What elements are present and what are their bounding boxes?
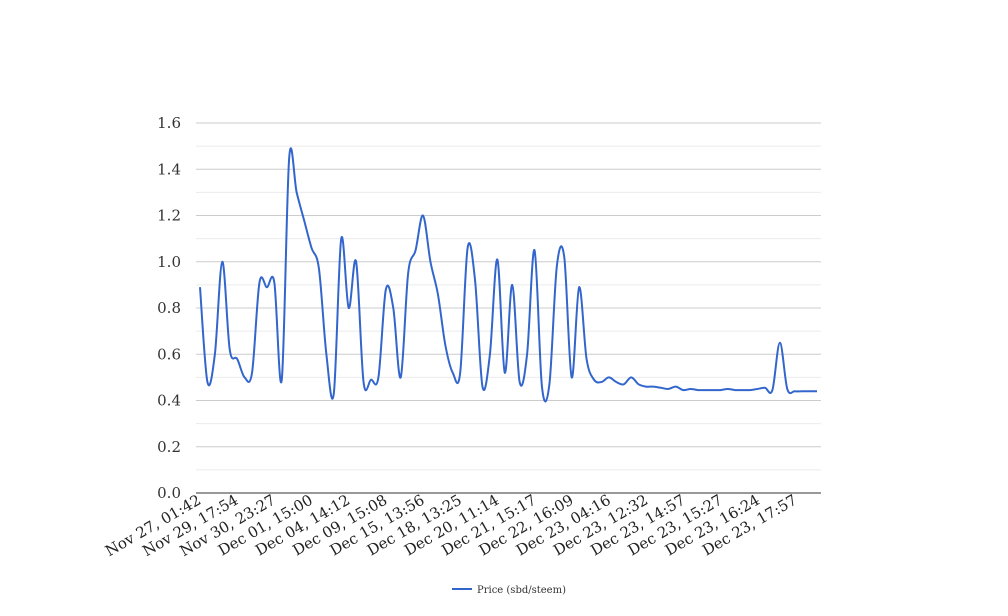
series-line <box>199 147 817 403</box>
y-tick-label: 1.6 <box>157 114 181 132</box>
y-tick-label: 0.0 <box>157 484 181 502</box>
y-tick-label: 1.0 <box>157 253 181 271</box>
series-group <box>199 147 817 403</box>
y-tick-label: 0.8 <box>157 299 181 317</box>
gridlines <box>196 122 821 471</box>
y-tick-label: 1.4 <box>157 160 181 178</box>
y-tick-label: 0.2 <box>157 438 181 456</box>
y-tick-label: 0.4 <box>157 392 181 410</box>
legend: Price (sbd/steem) <box>452 585 566 596</box>
y-tick-label: 1.2 <box>157 207 181 225</box>
y-tick-label: 0.6 <box>157 345 181 363</box>
legend-label: Price (sbd/steem) <box>477 585 566 596</box>
y-axis-ticks: 0.0 0.2 0.4 0.6 0.8 1.0 1.2 1.4 1.6 <box>157 114 181 502</box>
